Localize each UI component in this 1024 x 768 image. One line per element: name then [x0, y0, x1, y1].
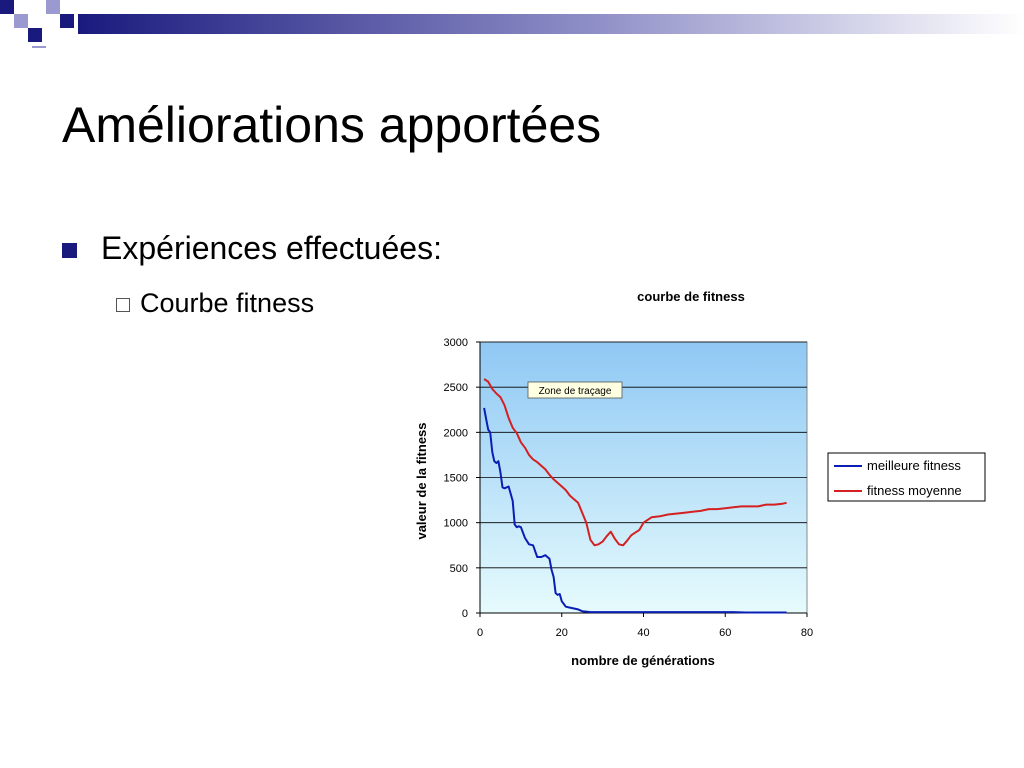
x-axis-label: nombre de générations — [571, 653, 715, 668]
chart-title: courbe de fitness — [637, 289, 745, 304]
y-tick-label-1500: 1500 — [444, 473, 468, 485]
y-tick-label-1000: 1000 — [444, 518, 468, 530]
square-bullet-icon — [62, 243, 77, 258]
annotation-box — [527, 381, 623, 399]
legend-label-0: meilleure fitness — [867, 458, 961, 473]
y-tick-label-3000: 3000 — [444, 337, 468, 349]
slide-title: Améliorations apportées — [62, 97, 602, 153]
x-tick-label-60: 60 — [719, 627, 731, 639]
y-tick-label-500: 500 — [450, 563, 468, 575]
header-decoration — [0, 0, 1024, 48]
y-tick-label-2500: 2500 — [444, 382, 468, 394]
bullet-experiences-text: Expériences effectuées: — [101, 230, 442, 266]
x-tick-label-20: 20 — [556, 627, 568, 639]
annotation-text: Zone de traçage — [539, 386, 612, 397]
hollow-square-bullet-icon — [116, 298, 130, 312]
y-tick-label-0: 0 — [462, 608, 468, 620]
x-tick-label-0: 0 — [477, 627, 483, 639]
bullet-courbe: Courbe fitness — [116, 288, 314, 319]
series-line-meilleure-fitness — [483, 407, 787, 614]
legend-box — [827, 452, 986, 502]
series-line-fitness-moyenne — [483, 378, 787, 547]
bullet-courbe-text: Courbe fitness — [140, 288, 315, 318]
y-axis-label: valeur de la fitness — [414, 422, 429, 539]
legend-label-1: fitness moyenne — [867, 483, 962, 498]
bullet-experiences: Expériences effectuées: — [62, 230, 442, 267]
y-tick-label-2000: 2000 — [444, 427, 468, 439]
x-tick-label-40: 40 — [637, 627, 649, 639]
x-tick-label-80: 80 — [801, 627, 813, 639]
